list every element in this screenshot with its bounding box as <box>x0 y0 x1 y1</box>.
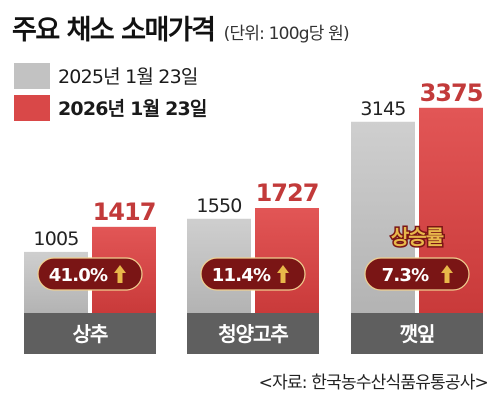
legend-swatch-2026 <box>14 94 50 121</box>
up-arrow-icon-0 <box>114 265 126 283</box>
category-base-0 <box>24 313 156 354</box>
growth-badge-0 <box>37 257 143 291</box>
title-row: 주요 채소 소매가격 (단위: 100g당 원) <box>12 8 350 47</box>
category-base-2 <box>351 313 483 354</box>
growth-label-2: 7.3% <box>382 265 429 286</box>
growth-label-1: 11.4% <box>212 265 271 286</box>
growth-annotation: 상승률 <box>391 225 444 249</box>
value-label-2026-0: 1417 <box>93 198 156 226</box>
legend-swatch-2025 <box>14 62 50 89</box>
category-label-1: 청양고추 <box>218 322 288 346</box>
up-arrow-icon-2 <box>441 265 453 283</box>
value-label-2026-1: 1727 <box>256 179 319 207</box>
unit-label: (단위: 100g당 원) <box>223 24 350 44</box>
growth-badge-2 <box>364 257 470 291</box>
value-label-2025-1: 1550 <box>196 195 241 217</box>
legend-item-2025: 2025년 1월 23일 <box>14 62 198 89</box>
growth-badge-1 <box>200 257 306 291</box>
value-label-2026-2: 3375 <box>420 79 483 107</box>
chart-title: 주요 채소 소매가격 <box>12 15 216 46</box>
category-label-0: 상추 <box>73 322 108 346</box>
up-arrow-icon-1 <box>277 265 289 283</box>
source-note: <자료: 한국농수산식품유통공사> <box>258 373 489 393</box>
category-base-1 <box>187 313 319 354</box>
value-label-2025-0: 1005 <box>33 228 78 250</box>
legend-label-2025: 2025년 1월 23일 <box>58 66 198 88</box>
category-label-2: 깻잎 <box>400 322 435 346</box>
legend-item-2026: 2026년 1월 23일 <box>14 94 207 121</box>
legend-label-2026: 2026년 1월 23일 <box>58 98 207 120</box>
growth-label-0: 41.0% <box>49 265 108 286</box>
value-label-2025-2: 3145 <box>360 98 405 120</box>
